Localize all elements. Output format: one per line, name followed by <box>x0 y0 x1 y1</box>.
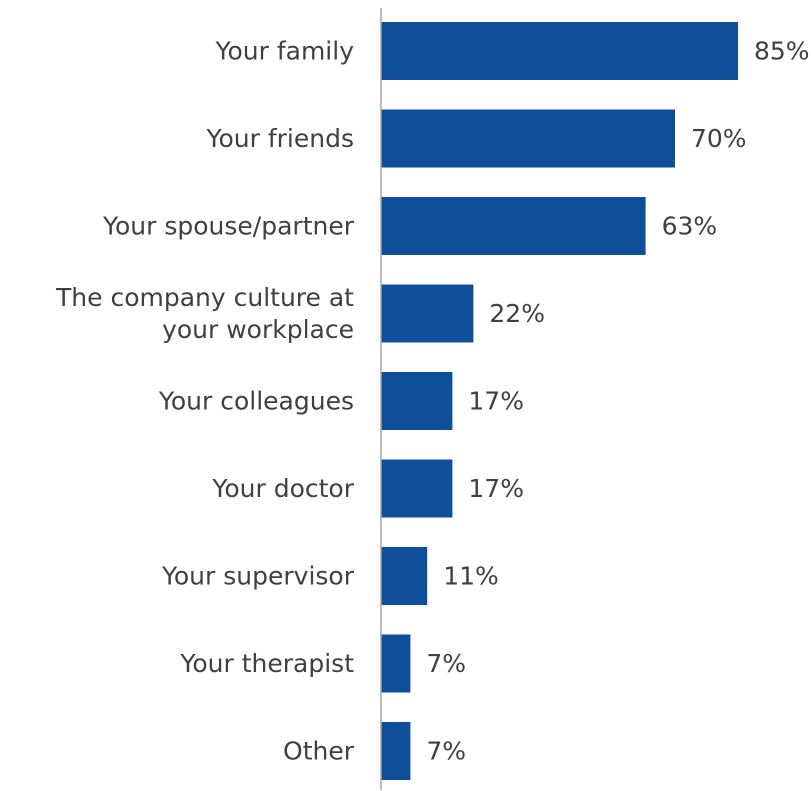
bar <box>381 459 453 518</box>
category-label: Your friends <box>206 124 354 153</box>
value-label: 63% <box>662 212 718 241</box>
value-label: 22% <box>489 299 545 328</box>
value-label: 17% <box>468 387 524 416</box>
value-label: 17% <box>468 474 524 503</box>
bar <box>381 109 675 168</box>
bar <box>381 22 738 80</box>
bar <box>381 284 474 343</box>
bar <box>381 372 453 430</box>
value-labels: 85% 70% 63% 22% 17% 17% 11% 7% 7% <box>426 37 809 766</box>
value-label: 70% <box>691 124 747 153</box>
category-label: Your colleagues <box>158 387 354 416</box>
value-label: 85% <box>754 37 810 66</box>
bar-series <box>381 22 738 780</box>
category-label: Your supervisor <box>161 562 355 591</box>
category-labels: Your family Your friends Your spouse/partn… <box>55 37 355 766</box>
value-label: 7% <box>426 649 466 678</box>
bar <box>381 197 646 255</box>
category-label: Your doctor <box>211 474 354 503</box>
category-label: Other <box>283 737 355 766</box>
bar <box>381 722 411 780</box>
category-label: The company culture at your workplace <box>55 283 354 344</box>
bar <box>381 547 428 605</box>
bar <box>381 634 411 693</box>
value-label: 11% <box>443 562 499 591</box>
value-label: 7% <box>426 737 466 766</box>
category-label: Your therapist <box>179 649 354 678</box>
category-label: Your spouse/partner <box>102 212 355 241</box>
category-label: Your family <box>215 37 355 66</box>
